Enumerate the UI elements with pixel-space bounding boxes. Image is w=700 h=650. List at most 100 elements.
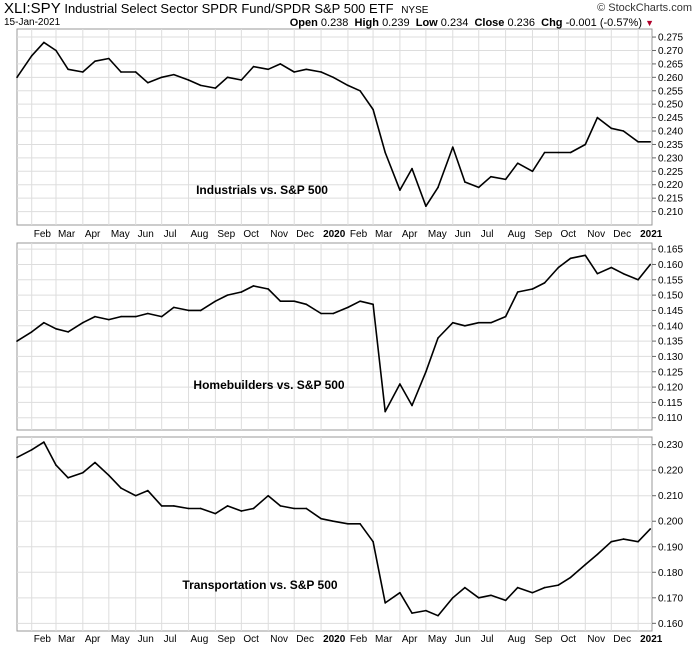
data-point: [622, 538, 625, 540]
x-tick-label: Dec: [613, 229, 631, 240]
data-point: [637, 278, 639, 281]
y-tick-label: 0.200: [658, 517, 683, 528]
x-tick-label: Mar: [58, 634, 76, 645]
data-point: [55, 328, 57, 330]
y-tick-label: 0.150: [658, 291, 683, 302]
y-tick-label: 0.245: [658, 113, 683, 124]
symbol-description: Industrial Select Sector SPDR Fund/SPDR …: [64, 1, 394, 16]
data-point: [557, 584, 560, 586]
y-tick-label: 0.165: [658, 245, 683, 256]
change-label: Chg: [541, 17, 563, 29]
data-point: [411, 167, 413, 170]
y-tick-label: 0.240: [658, 127, 683, 138]
data-point: [55, 464, 57, 466]
data-point: [187, 507, 190, 510]
x-tick-label: Feb: [350, 634, 368, 645]
plot-frame: [16, 28, 653, 226]
data-point: [134, 71, 137, 73]
data-point: [584, 563, 587, 566]
data-point: [557, 266, 560, 269]
data-point: [569, 151, 572, 154]
data-point: [160, 76, 163, 79]
y-tick-label: 0.235: [658, 140, 683, 151]
data-point: [147, 312, 149, 315]
data-point: [147, 81, 149, 84]
data-point: [399, 591, 401, 594]
data-point: [293, 71, 296, 73]
x-tick-label: May: [111, 634, 130, 645]
data-point: [320, 517, 322, 520]
y-tick-label: 0.255: [658, 86, 683, 97]
y-tick-label: 0.125: [658, 367, 683, 378]
data-point: [67, 331, 69, 333]
chart-annotation: Homebuilders vs. S&P 500: [193, 378, 345, 392]
x-tick-label: Sep: [534, 634, 552, 645]
data-point: [43, 441, 45, 443]
down-arrow-icon: ▼: [645, 18, 654, 28]
data-point: [173, 73, 175, 76]
data-point: [477, 186, 480, 189]
y-tick-label: 0.160: [658, 619, 683, 630]
x-tick-label: 2020: [323, 229, 346, 240]
data-point: [425, 609, 427, 612]
y-tick-label: 0.270: [658, 46, 683, 57]
y-tick-label: 0.225: [658, 167, 683, 178]
x-tick-label: Feb: [350, 229, 368, 240]
x-tick-label: May: [428, 229, 447, 240]
data-point: [610, 540, 613, 543]
x-tick-label: Mar: [375, 634, 393, 645]
chart-annotation: Industrials vs. S&P 500: [196, 183, 328, 197]
data-point: [543, 586, 546, 589]
data-point: [30, 55, 33, 57]
data-point: [347, 84, 349, 87]
open-label: Open: [289, 17, 318, 29]
x-tick-label: 2020: [323, 634, 346, 645]
data-point: [279, 300, 282, 303]
data-point: [30, 448, 33, 451]
data-point: [464, 181, 466, 183]
data-point: [543, 282, 546, 284]
low-value: 0.234: [440, 17, 469, 29]
x-tick-label: Apr: [402, 229, 418, 240]
data-point: [16, 76, 18, 79]
y-tick-label: 0.170: [658, 593, 683, 604]
x-tick-label: Feb: [34, 229, 52, 240]
data-point: [55, 49, 57, 52]
data-point: [425, 205, 427, 208]
data-point: [30, 331, 33, 333]
data-point: [267, 494, 270, 497]
data-point: [637, 140, 639, 143]
data-point: [134, 494, 137, 497]
x-tick-label: Oct: [243, 229, 259, 240]
data-point: [305, 507, 308, 510]
data-point: [94, 60, 96, 63]
x-tick-label: Jul: [164, 634, 177, 645]
data-point: [596, 272, 599, 275]
symbol: XLI:SPY: [4, 0, 61, 17]
data-point: [610, 266, 613, 269]
series-line: [16, 41, 651, 207]
data-point: [226, 294, 229, 296]
y-tick-label: 0.230: [658, 440, 683, 451]
data-point: [332, 520, 335, 523]
data-point: [477, 321, 480, 324]
y-tick-label: 0.215: [658, 194, 683, 205]
data-point: [504, 315, 507, 318]
data-point: [543, 151, 546, 154]
data-point: [490, 321, 492, 324]
x-tick-label: Jun: [138, 229, 154, 240]
data-point: [384, 151, 386, 154]
data-point: [252, 285, 255, 287]
data-point: [531, 288, 534, 290]
data-point: [82, 71, 84, 73]
data-point: [120, 487, 122, 489]
chart-title: XLI:SPY Industrial Select Sector SPDR Fu…: [4, 0, 428, 17]
chart-date: 15-Jan-2021: [4, 17, 61, 28]
data-point: [464, 324, 466, 327]
y-tick-label: 0.120: [658, 383, 683, 394]
data-point: [464, 586, 466, 589]
data-point: [516, 291, 519, 293]
x-tick-label: Jul: [481, 229, 494, 240]
data-point: [384, 602, 386, 604]
high-value: 0.239: [382, 17, 410, 29]
